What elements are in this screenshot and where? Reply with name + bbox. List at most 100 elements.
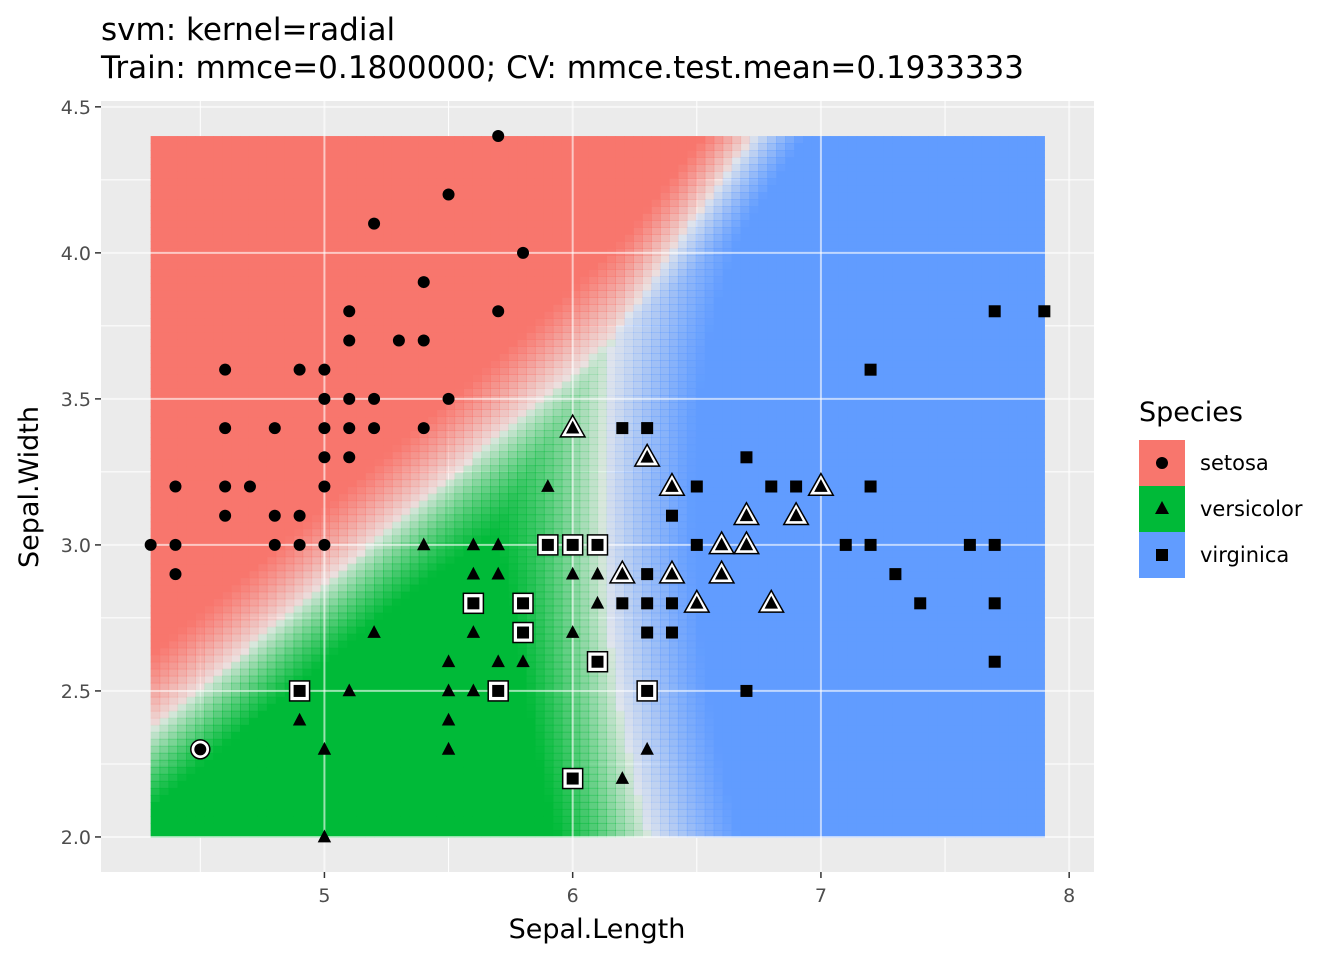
region-cell: [543, 262, 554, 270]
region-cell: [284, 801, 295, 810]
region-cell: [231, 682, 241, 691]
region-cell: [204, 318, 214, 326]
region-cell: [177, 500, 187, 509]
region-cell: [311, 213, 322, 221]
region-cell: [374, 262, 384, 270]
region-cell: [257, 150, 268, 158]
region-cell: [266, 738, 277, 747]
region-cell: [177, 171, 187, 179]
region-cell: [588, 381, 599, 389]
region-cell: [275, 535, 286, 544]
region-cell: [266, 346, 277, 354]
region-cell: [150, 346, 161, 354]
region-cell: [231, 633, 241, 642]
region-cell: [526, 570, 536, 579]
region-cell: [329, 493, 339, 502]
region-cell: [302, 822, 313, 831]
region-cell: [329, 409, 339, 418]
region-cell: [168, 430, 179, 439]
region-cell: [275, 150, 286, 158]
region-cell: [499, 206, 509, 214]
region-cell: [347, 829, 357, 838]
region-cell: [552, 178, 563, 186]
region-cell: [311, 458, 322, 467]
region-cell: [186, 318, 196, 326]
region-cell: [356, 654, 366, 663]
region-cell: [400, 192, 411, 200]
region-cell: [293, 136, 304, 144]
region-cell: [436, 409, 447, 418]
region-cell: [418, 227, 429, 235]
region-cell: [552, 234, 563, 242]
region-cell: [275, 696, 286, 705]
region-cell: [275, 626, 286, 635]
region-cell: [365, 542, 375, 551]
region-cell: [454, 444, 465, 453]
region-cell: [302, 311, 313, 319]
region-cell: [543, 654, 554, 663]
region-cell: [409, 773, 420, 782]
region-cell: [186, 654, 196, 663]
region-cell: [222, 458, 232, 467]
region-cell: [338, 556, 348, 565]
region-cell: [311, 738, 322, 747]
region-cell: [338, 745, 348, 754]
region-cell: [481, 654, 491, 663]
region-cell: [534, 430, 545, 439]
region-cell: [454, 465, 465, 474]
region-cell: [195, 787, 205, 796]
region-cell: [204, 591, 214, 600]
region-cell: [463, 563, 473, 572]
region-cell: [427, 724, 438, 733]
region-cell: [391, 668, 402, 677]
region-cell: [257, 164, 268, 172]
region-cell: [517, 269, 527, 277]
region-cell: [481, 822, 491, 831]
region-cell: [534, 255, 545, 263]
region-cell: [436, 598, 447, 607]
region-cell: [383, 633, 393, 642]
region-cell: [481, 388, 491, 396]
region-cell: [499, 703, 509, 712]
region-cell: [356, 542, 366, 551]
region-cell: [579, 577, 590, 586]
region-cell: [526, 346, 536, 354]
region-cell: [588, 479, 599, 488]
region-cell: [168, 549, 179, 558]
region-cell: [195, 612, 205, 621]
region-cell: [561, 143, 572, 151]
region-cell: [240, 591, 250, 600]
region-cell: [159, 493, 170, 502]
region-cell: [579, 605, 590, 614]
region-cell: [302, 710, 313, 719]
region-cell: [526, 710, 536, 719]
region-cell: [463, 731, 473, 740]
region-cell: [231, 500, 241, 509]
region-cell: [168, 465, 179, 474]
region-cell: [311, 290, 322, 298]
region-cell: [284, 780, 295, 789]
region-cell: [508, 808, 518, 817]
region-cell: [150, 220, 161, 228]
region-cell: [374, 682, 384, 691]
region-cell: [570, 458, 581, 467]
region-cell: [195, 486, 205, 495]
region-cell: [499, 297, 509, 305]
region-cell: [391, 794, 402, 803]
region-cell: [329, 619, 339, 628]
region-cell: [561, 136, 572, 144]
region-cell: [311, 612, 322, 621]
region-cell: [248, 444, 259, 453]
region-cell: [570, 829, 581, 838]
region-cell: [481, 521, 491, 530]
region-cell: [543, 269, 554, 277]
region-cell: [588, 311, 599, 319]
region-cell: [168, 647, 179, 656]
region-cell: [427, 423, 438, 432]
region-cell: [204, 325, 214, 333]
region-cell: [338, 269, 348, 277]
region-cell: [177, 738, 187, 747]
region-cell: [490, 626, 500, 635]
region-cell: [508, 822, 518, 831]
region-cell: [409, 199, 420, 207]
